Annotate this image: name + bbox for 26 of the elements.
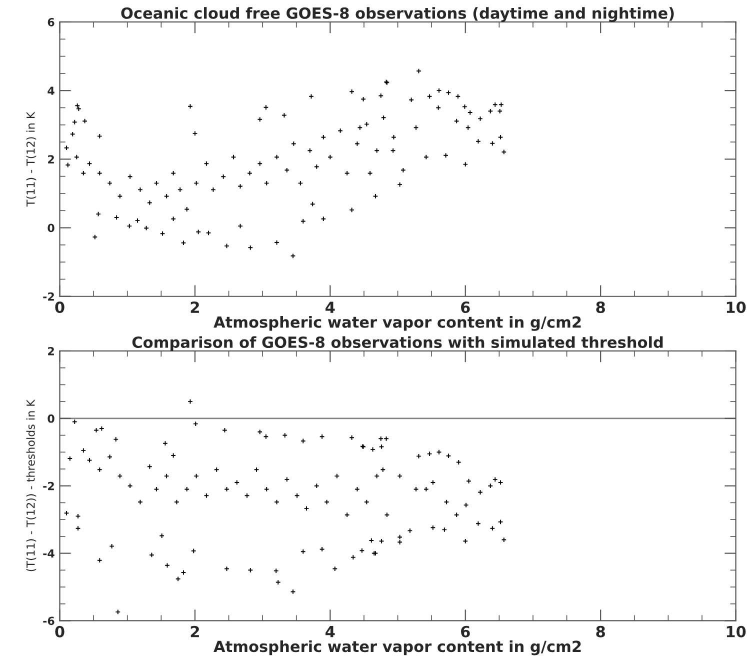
y-tick-label: 2 — [48, 155, 54, 164]
y-axis-title: (T(11) - T(12)) - thresholds in K — [26, 399, 36, 572]
x-tick-label: 2 — [190, 626, 199, 638]
y-tick-label: 0 — [48, 224, 54, 232]
y-tick-label: -2 — [43, 292, 54, 301]
x-tick-label: 10 — [726, 626, 746, 638]
x-tick-label: 8 — [596, 626, 605, 638]
x-axis-title: Atmospheric water vapor content in g/cm2 — [214, 640, 581, 656]
x-tick-label: 6 — [461, 302, 470, 314]
y-tick-label: -6 — [43, 616, 54, 626]
y-tick-label: 2 — [48, 346, 54, 356]
x-tick-label: 8 — [596, 302, 605, 314]
x-tick-label: 6 — [461, 626, 470, 638]
y-axis-title: T(11) - T(12) in K — [26, 112, 36, 207]
y-tick-label: 4 — [48, 86, 54, 95]
chart-title: Comparison of GOES-8 observations with simulated threshold — [132, 336, 663, 351]
y-tick-label: 6 — [48, 18, 54, 26]
x-tick-label: 2 — [190, 302, 199, 313]
x-tick-label: 4 — [326, 302, 335, 313]
y-tick-label: -2 — [43, 482, 54, 490]
chart-title: Oceanic cloud free GOES-8 observations (daytime and nightime) — [121, 7, 674, 22]
x-tick-label: 4 — [326, 626, 335, 638]
x-tick-label: 10 — [726, 302, 746, 314]
x-axis-title: Atmospheric water vapor content in g/cm2 — [214, 316, 581, 331]
y-tick-label: 0 — [48, 414, 54, 423]
y-tick-label: -4 — [43, 549, 54, 558]
